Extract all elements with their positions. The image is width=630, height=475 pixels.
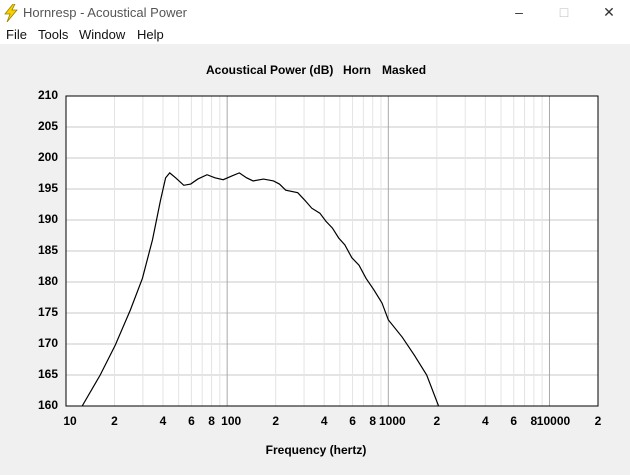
x-tick-label: 2 — [595, 414, 602, 428]
y-tick-label: 210 — [38, 88, 58, 102]
x-tick-label: 2 — [433, 414, 440, 428]
y-tick-label: 195 — [38, 181, 58, 195]
x-tick-label: 10000 — [537, 414, 571, 428]
y-tick-label: 185 — [38, 243, 58, 257]
app-icon — [4, 4, 18, 22]
plot-frame — [65, 95, 599, 407]
x-tick-label: 6 — [188, 414, 195, 428]
window-title: Hornresp - Acoustical Power — [23, 5, 188, 20]
x-tick-label: 2 — [272, 414, 279, 428]
y-tick-label: 160 — [38, 398, 58, 412]
x-tick-label: 100 — [221, 414, 241, 428]
x-tick-label: 8 — [531, 414, 538, 428]
annotation: Horn — [343, 63, 371, 77]
x-tick-label: 4 — [160, 414, 167, 428]
menu-item[interactable]: Tools — [38, 27, 69, 42]
y-tick-label: 205 — [38, 119, 58, 133]
marks — [81, 172, 440, 406]
y-tick-label: 200 — [38, 150, 58, 164]
x-tick-label: 4 — [321, 414, 328, 428]
y-tick-label: 165 — [38, 367, 58, 381]
x-tick-label: 6 — [510, 414, 517, 428]
title-bar: Hornresp - Acoustical Power – □ ✕ — [0, 0, 630, 25]
x-tick-label: 8 — [208, 414, 215, 428]
minimize-button[interactable]: – — [515, 4, 523, 20]
x-tick-label: 1000 — [379, 414, 406, 428]
data-line — [81, 172, 440, 406]
chart-title: Acoustical Power (dB) — [206, 63, 333, 77]
x-tick-label: 4 — [482, 414, 489, 428]
menu-item[interactable]: File — [6, 27, 27, 42]
x-tick-label: 8 — [369, 414, 376, 428]
menu-bar: File Tools Window Help — [0, 25, 630, 44]
y-tick-label: 175 — [38, 305, 58, 319]
annotation: Masked — [382, 63, 426, 77]
y-tick-label: 180 — [38, 274, 58, 288]
y-tick-label: 170 — [38, 336, 58, 350]
y-tick-label: 190 — [38, 212, 58, 226]
maximize-button[interactable]: □ — [559, 4, 569, 20]
x-axis-label: Frequency (hertz) — [266, 443, 367, 457]
menu-item[interactable]: Help — [137, 27, 164, 42]
menu-item[interactable]: Window — [79, 27, 126, 42]
close-button[interactable]: ✕ — [603, 4, 615, 20]
x-tick-label: 10 — [63, 414, 77, 428]
x-tick-label: 2 — [111, 414, 118, 428]
x-tick-label: 6 — [349, 414, 356, 428]
